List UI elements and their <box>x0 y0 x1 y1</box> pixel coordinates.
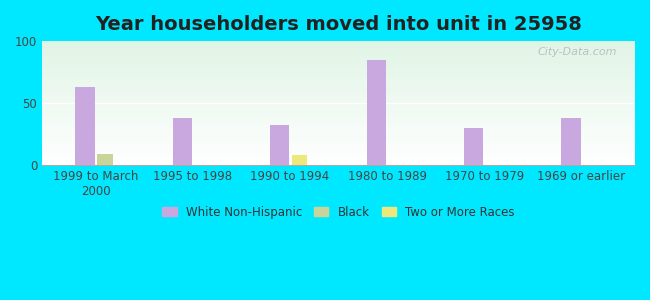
Bar <box>173 118 192 165</box>
Bar <box>292 155 307 165</box>
Bar <box>562 118 580 165</box>
Legend: White Non-Hispanic, Black, Two or More Races: White Non-Hispanic, Black, Two or More R… <box>162 206 515 219</box>
Bar <box>98 154 113 165</box>
Bar <box>75 87 95 165</box>
Text: City-Data.com: City-Data.com <box>538 47 618 57</box>
Bar <box>464 128 484 165</box>
Bar <box>367 60 386 165</box>
Bar <box>270 125 289 165</box>
Title: Year householders moved into unit in 25958: Year householders moved into unit in 259… <box>95 15 582 34</box>
